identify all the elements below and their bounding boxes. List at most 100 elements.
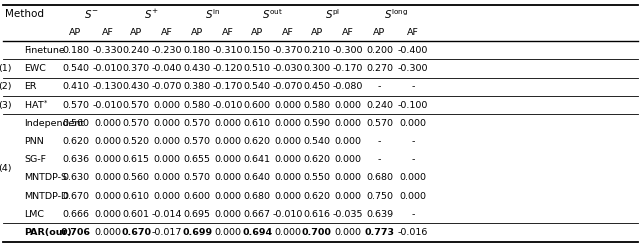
Text: MNTDP-D: MNTDP-D — [24, 192, 68, 201]
Text: 0.000: 0.000 — [214, 210, 241, 219]
Text: Finetune: Finetune — [24, 46, 65, 55]
Text: Independent: Independent — [24, 119, 84, 128]
Text: AF: AF — [342, 28, 353, 37]
Text: -0.170: -0.170 — [332, 64, 363, 73]
Text: 0.670: 0.670 — [62, 192, 89, 201]
Text: -0.016: -0.016 — [397, 228, 428, 237]
Text: 0.150: 0.150 — [244, 46, 271, 55]
Text: AF: AF — [102, 28, 113, 37]
Text: PNN: PNN — [24, 137, 44, 146]
Text: 0.610: 0.610 — [123, 192, 150, 201]
Text: 0.210: 0.210 — [303, 46, 330, 55]
Text: 0.550: 0.550 — [303, 173, 330, 182]
Text: 0.666: 0.666 — [62, 210, 89, 219]
Text: $S^{\mathrm{out}}$: $S^{\mathrm{out}}$ — [262, 7, 283, 21]
Text: 0.680: 0.680 — [244, 192, 271, 201]
Text: 0.000: 0.000 — [399, 119, 426, 128]
Text: 0.000: 0.000 — [334, 192, 361, 201]
Text: $S^{+}$: $S^{+}$ — [145, 7, 159, 20]
Text: -0.010: -0.010 — [212, 101, 243, 110]
Text: 0.000: 0.000 — [275, 137, 301, 146]
Text: 0.000: 0.000 — [94, 228, 121, 237]
Text: 0.000: 0.000 — [334, 137, 361, 146]
Text: 0.630: 0.630 — [62, 173, 89, 182]
Text: 0.000: 0.000 — [154, 155, 180, 164]
Text: 0.520: 0.520 — [123, 137, 150, 146]
Text: 0.240: 0.240 — [366, 101, 393, 110]
Text: 0.000: 0.000 — [214, 173, 241, 182]
Text: 0.700: 0.700 — [302, 228, 332, 237]
Text: (3): (3) — [0, 101, 12, 110]
Text: 0.680: 0.680 — [366, 173, 393, 182]
Text: -0.010: -0.010 — [273, 210, 303, 219]
Text: 0.000: 0.000 — [154, 119, 180, 128]
Text: 0.540: 0.540 — [303, 137, 330, 146]
Text: -: - — [378, 137, 381, 146]
Text: 0.655: 0.655 — [184, 155, 211, 164]
Text: 0.580: 0.580 — [184, 101, 211, 110]
Text: -0.300: -0.300 — [397, 64, 428, 73]
Text: 0.380: 0.380 — [184, 82, 211, 91]
Text: -0.010: -0.010 — [92, 101, 123, 110]
Text: HAT$^{*}$: HAT$^{*}$ — [24, 99, 49, 111]
Text: 0.000: 0.000 — [334, 155, 361, 164]
Text: 0.000: 0.000 — [275, 228, 301, 237]
Text: -: - — [378, 155, 381, 164]
Text: -0.100: -0.100 — [397, 101, 428, 110]
Text: AF: AF — [161, 28, 173, 37]
Text: 0.540: 0.540 — [244, 82, 271, 91]
Text: -0.230: -0.230 — [152, 46, 182, 55]
Text: -0.330: -0.330 — [92, 46, 123, 55]
Text: 0.570: 0.570 — [184, 173, 211, 182]
Text: $S^{\mathrm{in}}$: $S^{\mathrm{in}}$ — [205, 7, 220, 21]
Text: 0.000: 0.000 — [275, 192, 301, 201]
Text: $S^{\mathrm{long}}$: $S^{\mathrm{long}}$ — [384, 7, 408, 21]
Text: 0.000: 0.000 — [334, 228, 361, 237]
Text: -: - — [411, 155, 415, 164]
Text: AP: AP — [69, 28, 82, 37]
Text: -: - — [411, 210, 415, 219]
Text: -0.035: -0.035 — [332, 210, 363, 219]
Text: Method: Method — [5, 9, 44, 19]
Text: 0.200: 0.200 — [366, 46, 393, 55]
Text: MNTDP-S: MNTDP-S — [24, 173, 67, 182]
Text: 0.570: 0.570 — [184, 119, 211, 128]
Text: 0.000: 0.000 — [154, 137, 180, 146]
Text: 0.180: 0.180 — [62, 46, 89, 55]
Text: 0.000: 0.000 — [399, 192, 426, 201]
Text: 0.620: 0.620 — [244, 137, 271, 146]
Text: PAR(our): PAR(our) — [24, 228, 72, 237]
Text: 0.000: 0.000 — [154, 101, 180, 110]
Text: 0.000: 0.000 — [154, 192, 180, 201]
Text: 0.620: 0.620 — [303, 155, 330, 164]
Text: -0.080: -0.080 — [332, 82, 363, 91]
Text: 0.570: 0.570 — [62, 101, 89, 110]
Text: -: - — [411, 137, 415, 146]
Text: -: - — [411, 82, 415, 91]
Text: -0.120: -0.120 — [212, 64, 243, 73]
Text: $S^{\mathrm{pl}}$: $S^{\mathrm{pl}}$ — [324, 7, 340, 21]
Text: 0.667: 0.667 — [244, 210, 271, 219]
Text: -0.170: -0.170 — [212, 82, 243, 91]
Text: -0.017: -0.017 — [152, 228, 182, 237]
Text: 0.670: 0.670 — [122, 228, 151, 237]
Text: 0.560: 0.560 — [62, 119, 89, 128]
Text: 0.640: 0.640 — [244, 173, 271, 182]
Text: -0.070: -0.070 — [273, 82, 303, 91]
Text: 0.000: 0.000 — [94, 155, 121, 164]
Text: 0.600: 0.600 — [244, 101, 271, 110]
Text: 0.580: 0.580 — [303, 101, 330, 110]
Text: 0.616: 0.616 — [303, 210, 330, 219]
Text: 0.000: 0.000 — [214, 192, 241, 201]
Text: 0.570: 0.570 — [184, 137, 211, 146]
Text: 0.600: 0.600 — [184, 192, 211, 201]
Text: -0.070: -0.070 — [152, 82, 182, 91]
Text: 0.000: 0.000 — [275, 119, 301, 128]
Text: 0.590: 0.590 — [303, 119, 330, 128]
Text: AP: AP — [373, 28, 386, 37]
Text: 0.560: 0.560 — [123, 173, 150, 182]
Text: 0.370: 0.370 — [123, 64, 150, 73]
Text: -0.310: -0.310 — [212, 46, 243, 55]
Text: LMC: LMC — [24, 210, 44, 219]
Text: 0.641: 0.641 — [244, 155, 271, 164]
